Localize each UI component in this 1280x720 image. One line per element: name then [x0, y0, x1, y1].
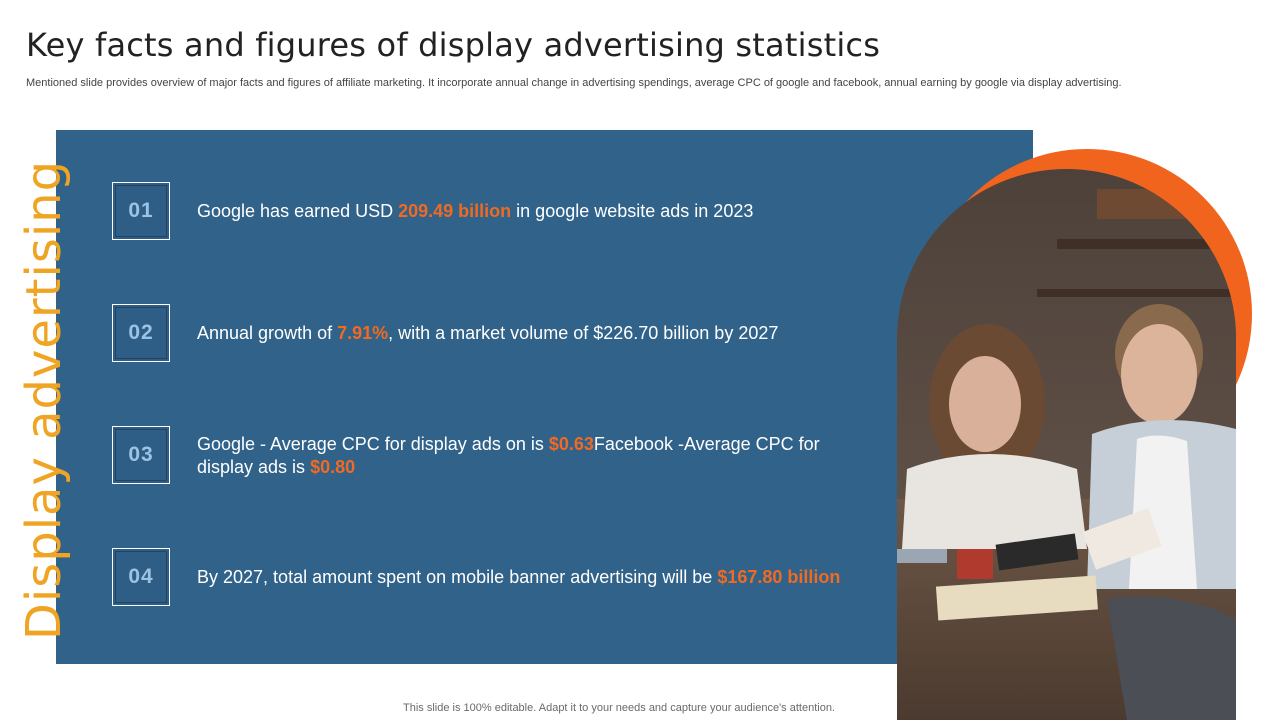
fact-text-part: Facebook -Average CPC for display ads is [197, 434, 820, 477]
photo-shelf [1037, 289, 1236, 297]
fact-text-part: Annual growth of [197, 323, 338, 343]
fact-text-part: , with a market volume of $226.70 billio… [388, 323, 779, 343]
slide-title: Key facts and figures of display adverti… [26, 26, 881, 64]
photo-book [935, 575, 1098, 621]
fact-highlight: $167.80 billion [717, 567, 841, 587]
facts-panel [56, 130, 1033, 664]
photo-box [995, 533, 1079, 571]
photo-man-face [1121, 324, 1197, 424]
fact-highlight: 209.49 billion [398, 201, 512, 221]
photo-cube [957, 549, 993, 579]
photo-person-sleeve [1107, 596, 1236, 720]
fact-number-02: 02 [112, 304, 170, 362]
fact-text-02: Annual growth of 7.91%, with a market vo… [197, 322, 877, 345]
fact-number-04: 04 [112, 548, 170, 606]
photo-woman-shirt [902, 454, 1087, 549]
fact-text-04: By 2027, total amount spent on mobile ba… [197, 566, 877, 589]
slide-subtitle: Mentioned slide provides overview of maj… [26, 77, 1122, 89]
fact-highlight: $0.80 [310, 457, 356, 477]
fact-highlight: $0.63 [548, 434, 594, 454]
fact-number-03: 03 [112, 426, 170, 484]
fact-text-part: in google website ads in 2023 [511, 201, 754, 221]
fact-text-03: Google - Average CPC for display ads on … [197, 433, 877, 479]
people-photo-illustration [897, 169, 1236, 720]
photo-shelf [1057, 239, 1236, 249]
fact-text-01: Google has earned USD 209.49 billion in … [197, 200, 877, 223]
footer-note: This slide is 100% editable. Adapt it to… [403, 702, 835, 714]
fact-text-part: Google has earned USD [197, 201, 399, 221]
fact-number-01: 01 [112, 182, 170, 240]
side-label: Display advertising [16, 159, 72, 641]
fact-text-part: By 2027, total amount spent on mobile ba… [197, 567, 718, 587]
photo-woman-face [949, 356, 1021, 452]
photo-laptop [897, 549, 947, 563]
fact-text-part: Google - Average CPC for display ads on … [197, 434, 549, 454]
fact-highlight: 7.91% [337, 323, 389, 343]
photo-card [1082, 508, 1162, 570]
photo-frame [897, 169, 1236, 720]
